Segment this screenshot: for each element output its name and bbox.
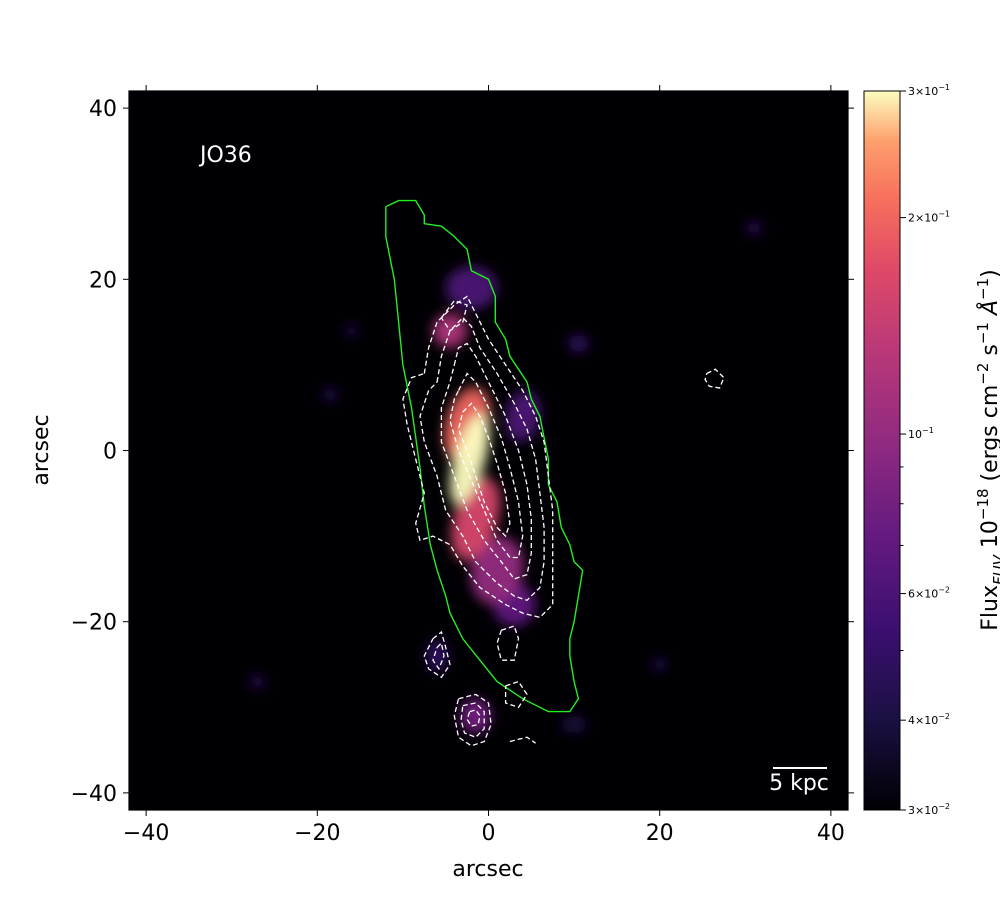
x-tick-label: 40 <box>817 821 845 846</box>
colorbar <box>863 90 901 811</box>
colorbar-tick-label: 3×10−1 <box>908 83 950 98</box>
colorbar-label: FluxFUV 10−18 (ergs cm−2 s−1 Å−1) <box>974 269 1000 630</box>
y-tick-label: 20 <box>89 268 117 293</box>
galaxy-outline-path <box>385 199 584 713</box>
contour-line <box>440 299 468 332</box>
galaxy-outline <box>385 199 584 713</box>
emission-blob <box>323 388 337 402</box>
y-axis-label: arcsec <box>29 414 54 485</box>
colorbar-tick-label: 2×10−1 <box>908 210 950 225</box>
x-tick-label: −40 <box>123 821 169 846</box>
object-label: JO36 <box>198 143 252 168</box>
image-panel <box>129 91 848 810</box>
emission-blob <box>568 334 589 353</box>
emission-blob <box>460 698 492 733</box>
contour-line <box>419 316 545 602</box>
flux-contours <box>402 295 725 747</box>
emission-blob <box>449 413 490 505</box>
contour-line <box>449 372 524 559</box>
contour-line <box>402 295 554 619</box>
contour-line <box>460 702 485 738</box>
emission-blob <box>652 658 667 671</box>
contour-line <box>457 402 511 538</box>
emission-blob <box>345 324 358 337</box>
y-tick-label: 0 <box>103 440 117 465</box>
y-tick-label: −40 <box>71 782 117 807</box>
contour-line <box>704 368 725 389</box>
colorbar-ticks: 3×10−1 2×10−1 10−1 6×10−2 4×10−2 3×10−2 <box>900 83 950 817</box>
contour-line <box>509 736 536 744</box>
emission-blob <box>250 675 265 688</box>
contour-line <box>496 625 520 661</box>
x-tick-label: 0 <box>482 821 496 846</box>
emission-blob <box>561 715 587 733</box>
contour-line <box>432 641 445 671</box>
emission-blob <box>470 536 524 605</box>
contour-line <box>453 693 492 747</box>
colorbar-tick-label: 3×10−2 <box>908 802 950 817</box>
y-tick-label: 40 <box>89 97 117 122</box>
colorbar-tick-label: 6×10−2 <box>908 586 950 601</box>
scale-bar-label: 5 kpc <box>769 771 829 796</box>
y-axis-ticks: −40 −20 0 20 40 <box>71 97 854 807</box>
contour-line <box>423 630 451 679</box>
y-tick-label: −20 <box>71 611 117 636</box>
contour-line <box>440 342 532 580</box>
x-axis-ticks: −40 −20 0 20 40 <box>123 85 845 846</box>
contour-line <box>504 680 528 709</box>
x-tick-label: −20 <box>294 821 340 846</box>
colorbar-tick-label: 4×10−2 <box>908 712 950 727</box>
emission-blob <box>746 221 762 234</box>
colorbar-tick-label: 10−1 <box>908 426 934 441</box>
x-tick-label: 20 <box>646 821 674 846</box>
x-axis-label: arcsec <box>452 857 523 882</box>
